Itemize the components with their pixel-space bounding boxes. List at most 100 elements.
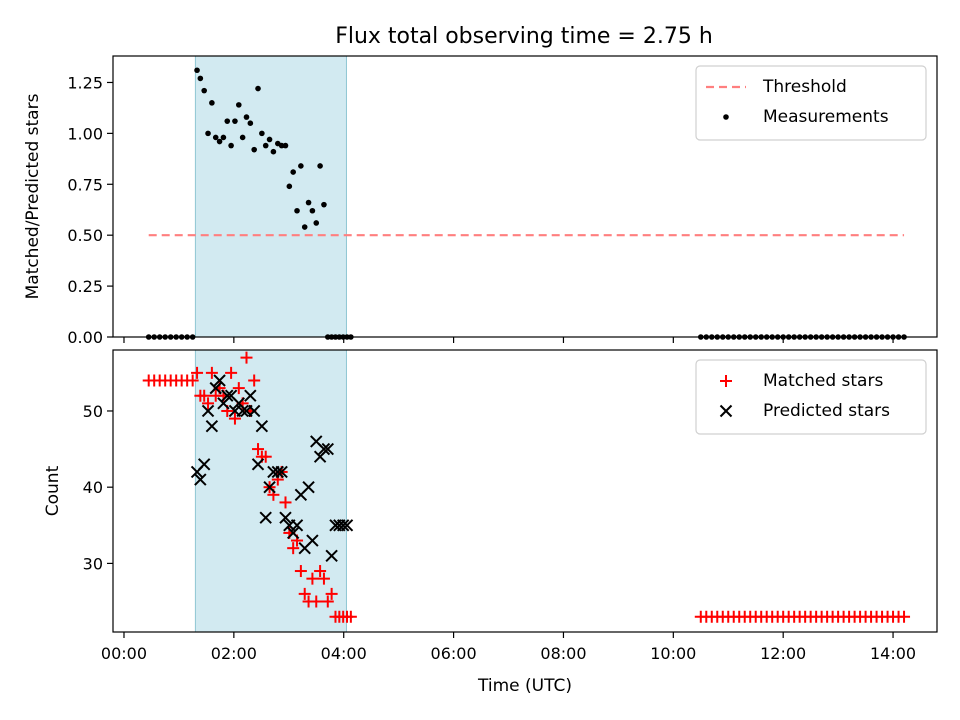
x-tick-label: 02:00 bbox=[211, 644, 257, 663]
x-tick-label: 04:00 bbox=[321, 644, 367, 663]
measurement-point bbox=[301, 224, 308, 230]
bottom-data-marks bbox=[142, 351, 911, 623]
x-marker-b bbox=[197, 458, 211, 471]
x-marker-b bbox=[290, 519, 304, 532]
measurement-point bbox=[313, 220, 320, 226]
x-marker-b bbox=[263, 480, 276, 494]
top-axis-ticks: 0.00 0.25 0.50 0.75 1.00 1.25 bbox=[67, 73, 894, 347]
x-marker-b bbox=[221, 389, 234, 402]
measurement-point bbox=[205, 130, 211, 137]
matched-star-point bbox=[232, 382, 245, 395]
matched-star-point bbox=[198, 389, 211, 402]
measurement-point bbox=[251, 146, 257, 153]
predicted-star-point bbox=[336, 519, 350, 532]
y-tick-label: 0.50 bbox=[67, 226, 103, 245]
matched-star-point bbox=[898, 610, 911, 623]
measurement-point bbox=[278, 142, 285, 149]
predicted-star-point bbox=[236, 404, 249, 418]
bottom-observing-window-shade bbox=[194, 349, 347, 633]
y-tick-label: 1.00 bbox=[67, 124, 103, 143]
x-marker-b bbox=[236, 404, 249, 418]
measurement-point bbox=[220, 134, 227, 141]
legend-matched-swatch bbox=[720, 375, 732, 387]
x-marker-b bbox=[321, 442, 334, 456]
measurement-point bbox=[262, 142, 269, 149]
predicted-star-point bbox=[251, 458, 265, 471]
matched-star-point bbox=[252, 443, 265, 456]
y-tick-label: 40 bbox=[83, 478, 103, 497]
matched-star-point bbox=[259, 450, 272, 463]
predicted-star-point bbox=[279, 511, 292, 524]
x-marker-b bbox=[306, 534, 319, 547]
measurement-point bbox=[212, 134, 219, 141]
measurement-point bbox=[247, 120, 254, 126]
y-tick-label: 1.25 bbox=[67, 73, 103, 92]
measurement-point bbox=[232, 118, 238, 124]
matched-star-point bbox=[310, 595, 323, 608]
x-tick-label: 12:00 bbox=[760, 644, 806, 663]
predicted-star-point bbox=[286, 526, 300, 540]
x-axis-label: Time (UTC) bbox=[477, 676, 572, 696]
legend-frame bbox=[695, 65, 927, 141]
predicted-star-point bbox=[302, 480, 315, 494]
x-marker-b bbox=[336, 519, 350, 532]
predicted-star-point bbox=[201, 404, 215, 418]
predicted-star-point bbox=[340, 519, 354, 532]
top-legend: Threshold Measurements bbox=[695, 65, 927, 141]
predicted-star-point bbox=[209, 381, 222, 395]
x-marker-b bbox=[302, 480, 315, 494]
x-marker-b bbox=[194, 473, 207, 486]
measurement-point bbox=[228, 142, 234, 149]
measurement-point bbox=[224, 118, 231, 124]
measurement-point bbox=[309, 207, 316, 214]
measurement-point bbox=[239, 134, 246, 141]
predicted-star-point bbox=[259, 511, 272, 524]
predicted-star-point bbox=[247, 404, 261, 418]
measurement-point bbox=[282, 142, 289, 149]
predicted-star-point bbox=[197, 458, 211, 471]
x-tick-label: 14:00 bbox=[870, 644, 916, 663]
matched-star-point bbox=[287, 542, 300, 555]
x-marker-b bbox=[286, 526, 300, 540]
bottom-legend: Matched stars Predicted stars bbox=[695, 359, 927, 435]
measurement-point bbox=[286, 183, 293, 190]
matched-star-point bbox=[228, 412, 241, 425]
bottom-axes-frame bbox=[112, 349, 938, 633]
matched-star-point bbox=[306, 572, 319, 585]
matched-star-point bbox=[186, 374, 199, 387]
matched-star-point bbox=[298, 587, 311, 600]
matched-star-point bbox=[191, 366, 204, 379]
measurement-point bbox=[321, 201, 327, 208]
x-marker-b bbox=[259, 511, 272, 524]
predicted-star-point bbox=[290, 519, 304, 532]
matched-star-point bbox=[248, 374, 261, 387]
predicted-star-point bbox=[306, 534, 319, 547]
legend-measurements-swatch bbox=[723, 114, 729, 120]
y-tick-label: 0.25 bbox=[67, 277, 103, 296]
legend-frame bbox=[695, 359, 927, 435]
x-marker-b bbox=[255, 420, 269, 433]
measurement-point bbox=[270, 148, 277, 155]
x-marker-b bbox=[271, 465, 285, 479]
x-tick-label: 08:00 bbox=[540, 644, 586, 663]
x-marker-b bbox=[340, 519, 354, 532]
x-tick-label: 10:00 bbox=[650, 644, 696, 663]
measurement-point bbox=[197, 75, 204, 82]
legend-threshold-label: Threshold bbox=[762, 77, 847, 97]
predicted-star-point bbox=[275, 465, 288, 479]
measurement-point bbox=[298, 163, 304, 169]
matched-star-point bbox=[314, 565, 327, 578]
measurement-point bbox=[255, 85, 261, 92]
measurement-point bbox=[290, 169, 296, 175]
measurement-point bbox=[235, 102, 242, 108]
y-tick-label: 50 bbox=[83, 402, 103, 421]
matched-star-point bbox=[294, 565, 307, 578]
bottom-panel: 30 40 50 00:00 02:00 04:00 06:00 08:00 10:00 12:0… bbox=[43, 349, 938, 696]
predicted-star-point bbox=[244, 389, 257, 402]
legend-predicted-swatch bbox=[719, 404, 733, 418]
measurement-point bbox=[305, 199, 312, 206]
x-marker-b bbox=[205, 420, 219, 433]
predicted-star-point bbox=[205, 420, 219, 433]
x-marker-b bbox=[275, 465, 288, 479]
